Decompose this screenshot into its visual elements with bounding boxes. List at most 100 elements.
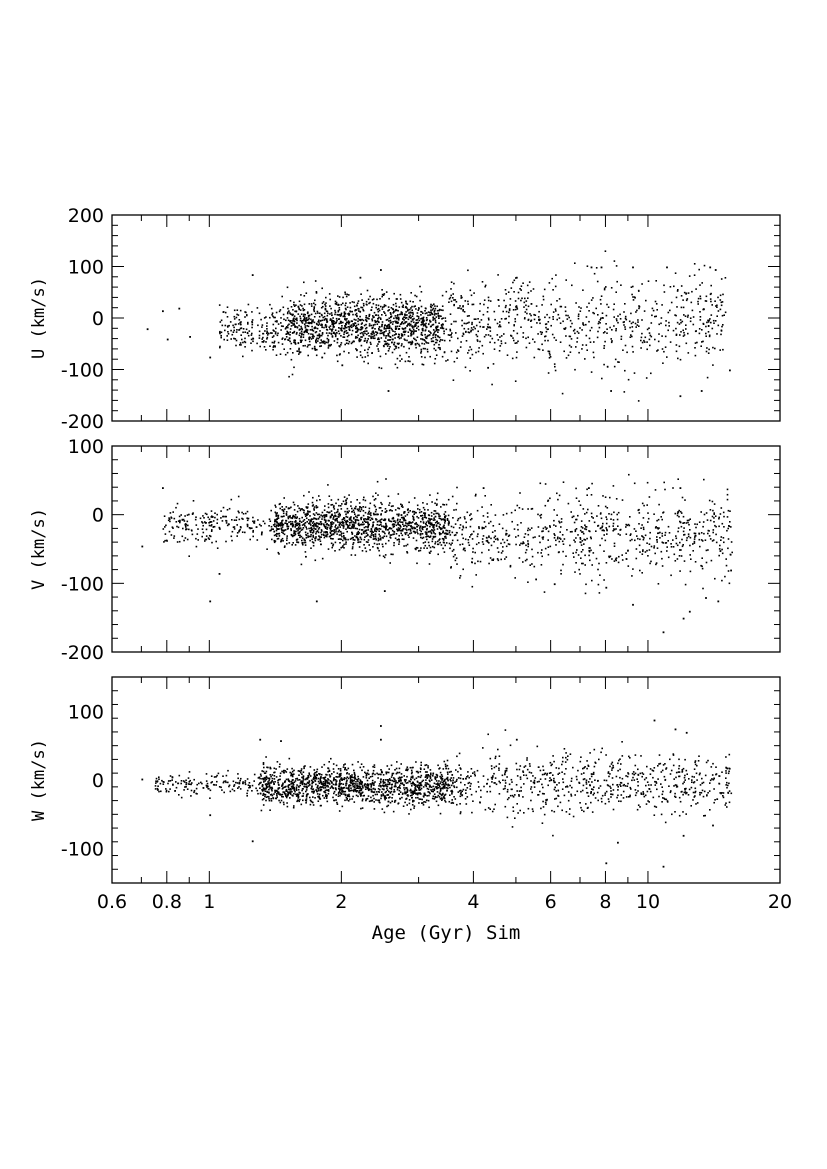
data-point xyxy=(332,522,335,524)
data-point xyxy=(682,522,684,524)
data-point xyxy=(487,306,489,309)
data-point xyxy=(581,531,583,533)
data-point xyxy=(306,346,309,348)
data-point xyxy=(321,324,323,326)
data-point xyxy=(471,533,473,535)
data-point xyxy=(469,514,471,517)
data-point xyxy=(535,305,538,307)
data-point xyxy=(712,319,715,322)
data-point xyxy=(508,315,510,318)
data-point xyxy=(427,520,429,522)
data-point xyxy=(285,326,288,328)
data-point xyxy=(325,531,328,533)
data-point xyxy=(274,332,277,335)
data-point xyxy=(377,304,380,307)
data-point xyxy=(431,304,434,307)
data-point xyxy=(477,533,479,535)
data-point xyxy=(392,505,394,507)
data-point xyxy=(437,331,439,333)
data-point xyxy=(251,323,254,326)
data-point xyxy=(429,331,431,333)
data-point xyxy=(416,322,418,324)
data-point xyxy=(587,508,589,511)
data-point xyxy=(246,792,248,795)
data-point xyxy=(680,285,683,287)
data-point xyxy=(305,322,307,324)
data-point xyxy=(348,313,351,315)
data-point xyxy=(389,562,391,564)
data-point xyxy=(573,521,576,524)
data-point xyxy=(305,517,308,519)
data-point xyxy=(417,315,420,318)
data-point xyxy=(419,533,422,535)
data-point xyxy=(516,524,519,526)
data-point xyxy=(377,310,380,313)
data-point xyxy=(385,353,387,355)
data-point xyxy=(385,343,387,345)
data-point xyxy=(343,517,345,519)
data-point xyxy=(300,529,303,531)
data-point xyxy=(502,514,505,516)
data-point xyxy=(415,511,417,514)
data-point xyxy=(297,526,300,528)
data-point xyxy=(289,520,292,523)
data-point xyxy=(227,331,229,333)
data-point xyxy=(296,322,298,324)
data-point xyxy=(295,310,298,313)
data-point xyxy=(713,322,715,324)
data-point xyxy=(420,536,422,539)
data-point xyxy=(533,313,535,316)
data-point xyxy=(641,524,643,526)
data-point xyxy=(389,319,392,322)
data-point xyxy=(720,278,723,280)
data-point xyxy=(275,520,277,523)
data-point xyxy=(342,315,344,318)
data-point xyxy=(420,291,423,293)
data-point xyxy=(513,324,515,326)
data-point xyxy=(425,536,427,538)
data-point xyxy=(330,307,332,310)
data-point xyxy=(592,351,595,354)
data-point xyxy=(565,357,568,359)
data-point xyxy=(308,522,310,525)
data-point xyxy=(501,550,504,552)
data-point xyxy=(434,510,437,512)
data-point xyxy=(363,496,365,499)
data-point xyxy=(388,332,391,334)
data-point xyxy=(293,331,295,334)
data-point xyxy=(646,542,648,544)
data-point xyxy=(389,509,392,511)
data-point xyxy=(562,543,565,545)
data-point xyxy=(241,517,243,520)
data-point xyxy=(584,564,586,566)
data-point xyxy=(559,341,562,343)
data-point xyxy=(404,314,406,316)
data-point xyxy=(424,356,426,359)
data-point xyxy=(568,335,571,338)
data-point xyxy=(358,514,360,516)
data-point xyxy=(308,340,311,343)
data-point xyxy=(416,529,418,531)
data-point xyxy=(571,530,573,533)
data-point xyxy=(434,312,436,315)
data-point xyxy=(340,546,342,549)
data-point xyxy=(423,323,426,326)
data-point xyxy=(666,356,668,358)
data-point xyxy=(422,321,424,323)
data-point xyxy=(461,533,463,536)
data-point xyxy=(409,360,411,363)
data-point xyxy=(429,305,432,308)
data-point xyxy=(348,494,350,496)
data-point xyxy=(308,336,311,338)
data-point xyxy=(363,532,365,535)
data-point xyxy=(169,788,171,790)
data-point xyxy=(359,506,361,508)
data-point xyxy=(514,509,516,512)
data-point xyxy=(530,527,533,529)
data-point xyxy=(667,525,670,528)
data-point xyxy=(404,317,407,320)
data-point xyxy=(315,327,317,329)
data-point xyxy=(658,503,660,506)
data-point xyxy=(433,362,436,365)
data-point xyxy=(428,521,430,523)
